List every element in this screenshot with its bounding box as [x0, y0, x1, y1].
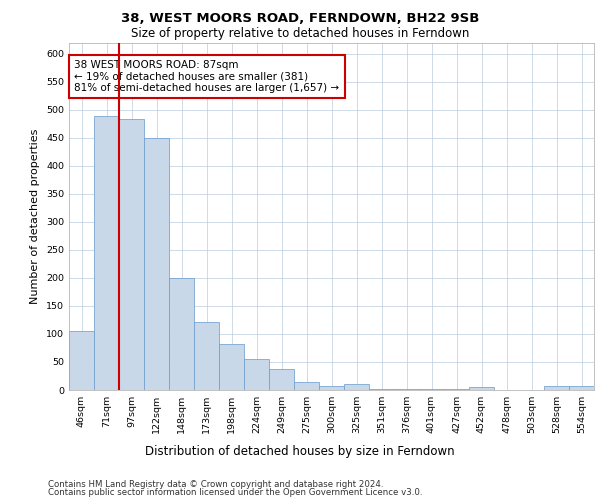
Bar — [319, 386, 344, 390]
Bar — [219, 344, 244, 390]
Bar — [569, 386, 594, 390]
Text: Contains HM Land Registry data © Crown copyright and database right 2024.: Contains HM Land Registry data © Crown c… — [48, 480, 383, 489]
Text: 38, WEST MOORS ROAD, FERNDOWN, BH22 9SB: 38, WEST MOORS ROAD, FERNDOWN, BH22 9SB — [121, 12, 479, 24]
Text: Size of property relative to detached houses in Ferndown: Size of property relative to detached ho… — [131, 27, 469, 40]
Bar — [294, 382, 319, 390]
Bar — [194, 322, 219, 390]
Bar — [269, 370, 294, 390]
Bar — [169, 278, 194, 390]
Bar — [344, 384, 369, 390]
Y-axis label: Number of detached properties: Number of detached properties — [31, 128, 40, 304]
Bar — [544, 386, 569, 390]
Text: Contains public sector information licensed under the Open Government Licence v3: Contains public sector information licen… — [48, 488, 422, 497]
Bar — [69, 331, 94, 390]
Bar — [144, 138, 169, 390]
Bar — [469, 387, 494, 390]
Bar — [94, 116, 119, 390]
Text: 38 WEST MOORS ROAD: 87sqm
← 19% of detached houses are smaller (381)
81% of semi: 38 WEST MOORS ROAD: 87sqm ← 19% of detac… — [74, 60, 340, 93]
Text: Distribution of detached houses by size in Ferndown: Distribution of detached houses by size … — [145, 444, 455, 458]
Bar — [119, 120, 144, 390]
Bar — [244, 359, 269, 390]
